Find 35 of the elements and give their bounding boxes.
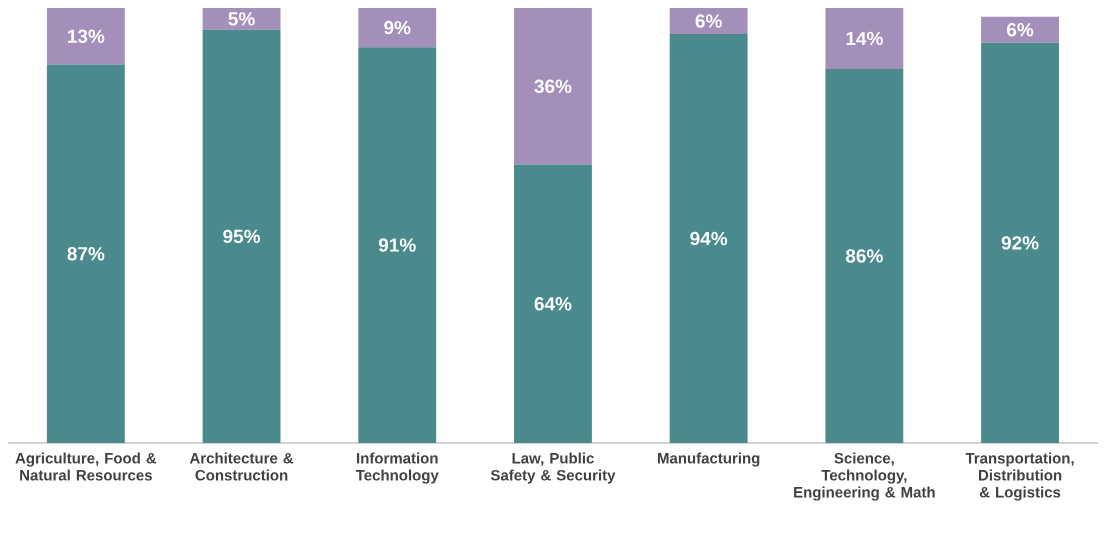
bar [825,7,904,69]
bar [514,164,592,443]
data-label: 13% [68,29,105,44]
bar [981,42,1059,443]
data-label: 14% [846,31,883,46]
data-label: 91% [378,238,416,252]
bar [46,7,125,65]
data-label: 92% [1001,236,1039,250]
bar [358,7,437,48]
data-label: 36% [534,79,572,94]
x-tick-label: Transportation, Distribution & Logistics [965,452,1074,501]
data-label: 86% [845,249,883,263]
x-tick-label: Law, Public Safety & Security [490,452,616,484]
x-tick-label: Science, Technology, Engineering & Math [794,452,935,501]
data-label: 6% [695,14,722,28]
data-label: 64% [534,297,572,311]
bar [514,7,592,165]
bar [981,16,1059,43]
data-label: 94% [690,231,728,246]
x-tick-label: Information Technology [355,452,439,484]
bar [46,64,125,443]
x-tick-label: Agriculture, Food & Natural Resources [15,452,157,481]
data-label: 9% [384,20,411,35]
x-tick-label: Manufacturing [658,452,760,467]
bar [825,68,904,443]
x-tick-label: Architecture & Construction [189,452,294,481]
bar [202,7,281,30]
data-label: 95% [223,229,261,244]
data-label: 6% [1007,23,1034,37]
data-label: 5% [228,12,255,26]
bar [202,29,281,443]
bar [669,34,748,443]
data-label: 87% [67,247,105,261]
bar [669,7,748,35]
bar [358,47,437,443]
